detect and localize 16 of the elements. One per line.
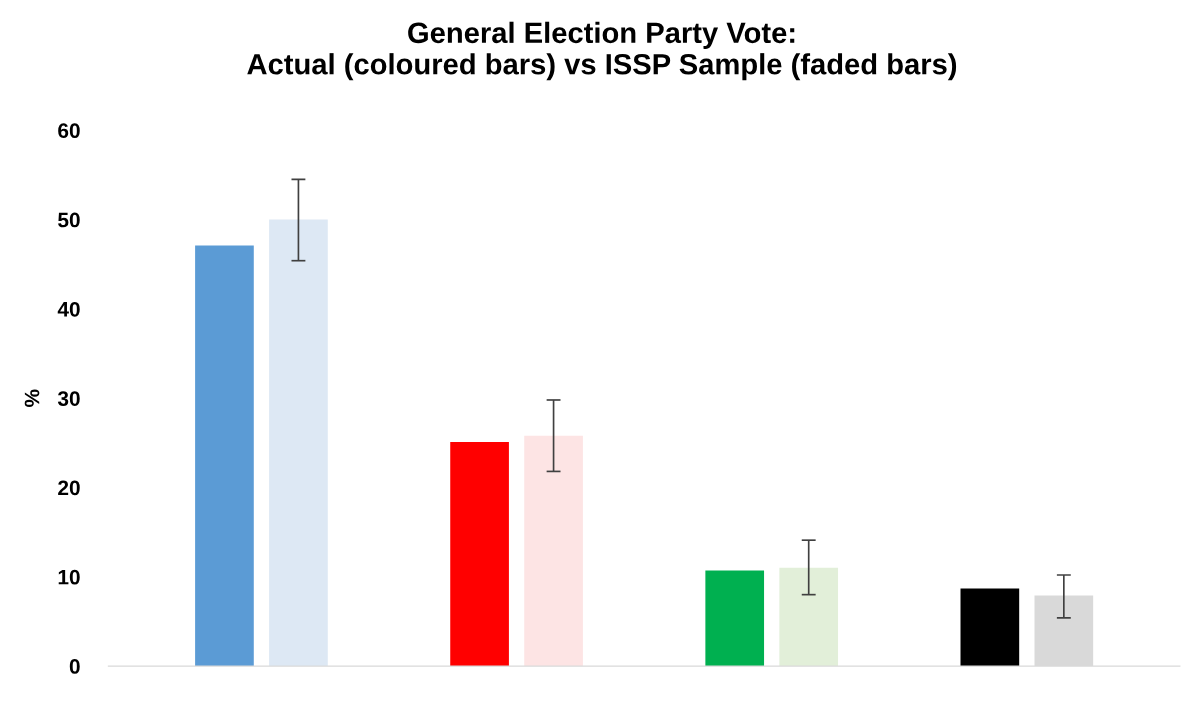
y-tick-label: 30 bbox=[57, 391, 80, 406]
bar bbox=[195, 245, 254, 667]
bar bbox=[779, 567, 839, 667]
y-tick-label: 0 bbox=[69, 659, 80, 674]
bar bbox=[705, 570, 765, 667]
y-axis-title: % bbox=[24, 389, 40, 407]
bar bbox=[269, 219, 328, 667]
bar bbox=[960, 588, 1020, 667]
y-tick-label: 20 bbox=[58, 480, 80, 496]
y-tick-label: 50 bbox=[58, 212, 80, 228]
y-tick-label: 60 bbox=[58, 123, 80, 139]
y-tick-label: 10 bbox=[58, 569, 80, 585]
y-tick-label: 40 bbox=[57, 301, 80, 317]
bar bbox=[524, 435, 583, 667]
chart-title: General Election Party Vote: Actual (coloured bars) vs ISSP Sample (faded bars) bbox=[247, 21, 957, 81]
bar bbox=[450, 441, 509, 667]
